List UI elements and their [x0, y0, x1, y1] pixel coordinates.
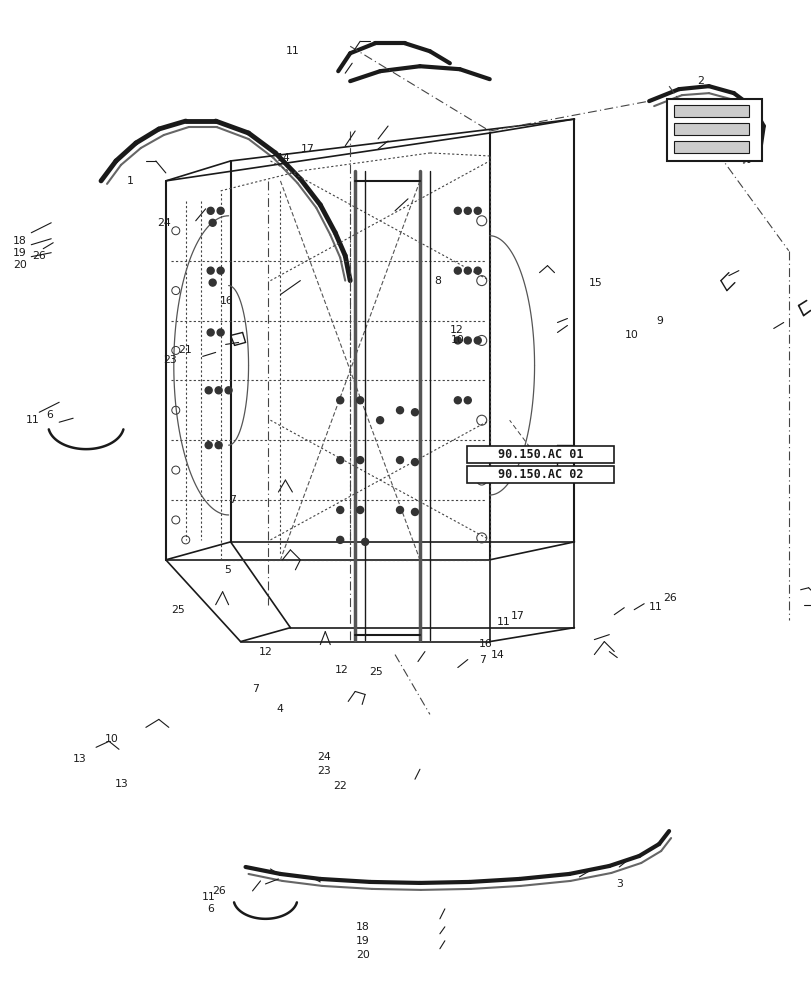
- Circle shape: [396, 457, 403, 464]
- Text: 10: 10: [624, 330, 637, 340]
- Circle shape: [225, 387, 232, 394]
- Text: 12: 12: [334, 665, 348, 675]
- Circle shape: [454, 397, 461, 404]
- Text: 11: 11: [496, 617, 510, 627]
- Circle shape: [454, 337, 461, 344]
- Text: 16: 16: [478, 639, 492, 649]
- Circle shape: [464, 207, 470, 214]
- Text: 2: 2: [697, 76, 703, 86]
- Text: 14: 14: [277, 153, 290, 163]
- Text: 16: 16: [220, 296, 234, 306]
- Circle shape: [217, 207, 224, 214]
- Text: 12: 12: [449, 325, 463, 335]
- Text: 1: 1: [127, 176, 134, 186]
- Circle shape: [337, 536, 343, 543]
- Text: 25: 25: [171, 605, 185, 615]
- Text: 18: 18: [13, 236, 27, 246]
- Text: 8: 8: [434, 276, 440, 286]
- Circle shape: [464, 267, 470, 274]
- Circle shape: [356, 506, 363, 513]
- Circle shape: [454, 207, 461, 214]
- Text: 20: 20: [355, 950, 369, 960]
- Text: 23: 23: [316, 766, 330, 776]
- Text: 10: 10: [105, 734, 118, 744]
- Text: 11: 11: [202, 892, 216, 902]
- Text: 9: 9: [656, 316, 663, 326]
- Circle shape: [209, 219, 216, 226]
- Text: 3: 3: [616, 879, 623, 889]
- Text: 20: 20: [13, 260, 27, 270]
- Text: 4: 4: [277, 704, 283, 714]
- Text: 5: 5: [224, 565, 230, 575]
- Text: 25: 25: [369, 667, 383, 677]
- Text: 21: 21: [178, 345, 191, 355]
- Text: 26: 26: [32, 251, 46, 261]
- Text: 10: 10: [450, 335, 464, 345]
- Circle shape: [411, 508, 418, 515]
- Bar: [466, 466, 613, 483]
- Circle shape: [217, 329, 224, 336]
- Circle shape: [207, 267, 214, 274]
- Circle shape: [474, 337, 481, 344]
- Circle shape: [464, 397, 470, 404]
- Text: 11: 11: [26, 415, 40, 425]
- Text: 6: 6: [208, 904, 214, 914]
- Text: 12: 12: [259, 647, 272, 657]
- Circle shape: [361, 538, 368, 545]
- Bar: [466, 446, 613, 463]
- Circle shape: [205, 442, 212, 449]
- Text: 15: 15: [588, 278, 602, 288]
- Text: 7: 7: [230, 495, 236, 505]
- Circle shape: [217, 267, 224, 274]
- Text: 11: 11: [286, 46, 299, 56]
- Circle shape: [337, 397, 343, 404]
- Text: 90.150.AC 01: 90.150.AC 01: [497, 448, 582, 461]
- Text: 23: 23: [163, 355, 177, 365]
- Text: 22: 22: [333, 781, 346, 791]
- Text: 13: 13: [114, 779, 128, 789]
- Circle shape: [215, 387, 222, 394]
- Text: 24: 24: [316, 752, 330, 762]
- Text: 26: 26: [663, 593, 676, 603]
- Circle shape: [474, 267, 481, 274]
- Circle shape: [356, 457, 363, 464]
- Circle shape: [454, 267, 461, 274]
- Circle shape: [474, 207, 481, 214]
- Text: 19: 19: [13, 248, 27, 258]
- Bar: [673, 141, 748, 153]
- Text: 7: 7: [478, 655, 485, 665]
- Text: 17: 17: [511, 611, 524, 621]
- Bar: [673, 105, 748, 117]
- Circle shape: [356, 397, 363, 404]
- Bar: [667, 99, 761, 161]
- Circle shape: [207, 207, 214, 214]
- Circle shape: [376, 417, 383, 424]
- Text: 24: 24: [157, 218, 170, 228]
- Circle shape: [411, 409, 418, 416]
- Text: 18: 18: [355, 922, 369, 932]
- Text: 14: 14: [491, 650, 504, 660]
- Circle shape: [337, 506, 343, 513]
- Text: 26: 26: [212, 886, 225, 896]
- Circle shape: [411, 459, 418, 466]
- Circle shape: [337, 457, 343, 464]
- Text: 6: 6: [46, 410, 53, 420]
- Circle shape: [207, 329, 214, 336]
- Circle shape: [396, 506, 403, 513]
- Text: 11: 11: [648, 602, 662, 612]
- Circle shape: [209, 279, 216, 286]
- Text: 19: 19: [355, 936, 369, 946]
- Circle shape: [205, 387, 212, 394]
- Text: 7: 7: [252, 684, 259, 694]
- Circle shape: [396, 407, 403, 414]
- Text: 13: 13: [72, 754, 86, 764]
- Circle shape: [464, 337, 470, 344]
- Text: 90.150.AC 02: 90.150.AC 02: [497, 468, 582, 481]
- Bar: [673, 123, 748, 135]
- Circle shape: [215, 442, 222, 449]
- Text: 17: 17: [300, 144, 314, 154]
